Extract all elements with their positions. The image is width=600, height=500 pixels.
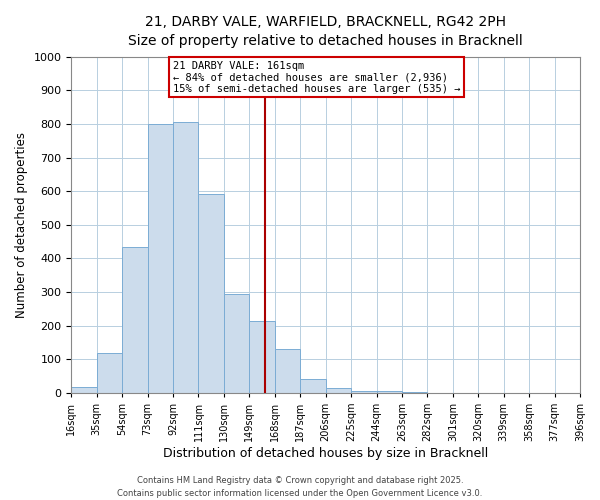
Bar [71, 387, 97, 393]
Bar [402, 392, 427, 393]
Bar [351, 391, 377, 393]
Bar [173, 122, 199, 393]
Bar [377, 391, 402, 393]
Text: Contains HM Land Registry data © Crown copyright and database right 2025.
Contai: Contains HM Land Registry data © Crown c… [118, 476, 482, 498]
Bar [326, 388, 351, 393]
Bar [148, 124, 173, 393]
Title: 21, DARBY VALE, WARFIELD, BRACKNELL, RG42 2PH
Size of property relative to detac: 21, DARBY VALE, WARFIELD, BRACKNELL, RG4… [128, 15, 523, 48]
Bar [122, 246, 148, 393]
Y-axis label: Number of detached properties: Number of detached properties [15, 132, 28, 318]
Bar [250, 320, 275, 393]
Bar [275, 349, 300, 393]
X-axis label: Distribution of detached houses by size in Bracknell: Distribution of detached houses by size … [163, 447, 488, 460]
Text: 21 DARBY VALE: 161sqm
← 84% of detached houses are smaller (2,936)
15% of semi-d: 21 DARBY VALE: 161sqm ← 84% of detached … [173, 60, 461, 94]
Bar [224, 294, 250, 393]
Bar [300, 379, 326, 393]
Bar [97, 352, 122, 393]
Bar [199, 194, 224, 393]
